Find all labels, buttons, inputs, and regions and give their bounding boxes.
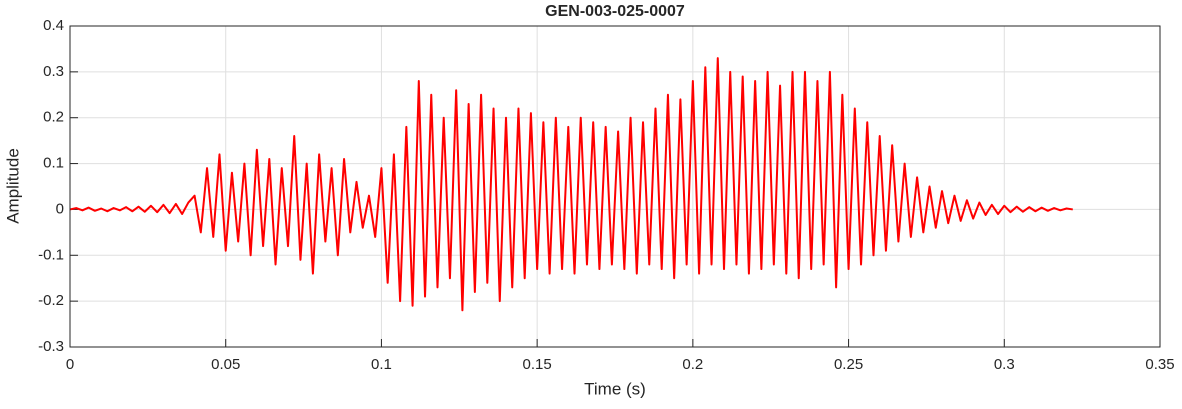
x-tick-label: 0.05 bbox=[211, 356, 240, 373]
y-tick-label: -0.2 bbox=[38, 292, 64, 309]
waveform-line bbox=[69, 57, 1073, 312]
y-tick-label: 0.1 bbox=[43, 155, 64, 172]
y-tick-label: -0.3 bbox=[38, 338, 64, 355]
x-tick-label: 0.3 bbox=[994, 356, 1015, 373]
x-tick-label: 0 bbox=[66, 356, 74, 373]
y-tick-label: -0.1 bbox=[38, 246, 64, 263]
x-tick-label: 0.15 bbox=[523, 356, 552, 373]
y-tick-label: 0.3 bbox=[43, 63, 64, 80]
chart-title: GEN-003-025-0007 bbox=[545, 3, 685, 20]
plot-frame bbox=[69, 25, 1161, 348]
y-tick-label: 0 bbox=[56, 200, 64, 217]
x-axis-label: Time (s) bbox=[584, 379, 646, 398]
x-tick-label: 0.1 bbox=[371, 356, 392, 373]
x-tick-label: 0.2 bbox=[682, 356, 703, 373]
x-tick-label: 0.35 bbox=[1145, 356, 1174, 373]
y-tick-label: 0.2 bbox=[43, 109, 64, 126]
x-tick-label: 0.25 bbox=[834, 356, 863, 373]
y-axis-label: Amplitude bbox=[3, 148, 22, 224]
y-tick-label: 0.4 bbox=[43, 17, 64, 34]
